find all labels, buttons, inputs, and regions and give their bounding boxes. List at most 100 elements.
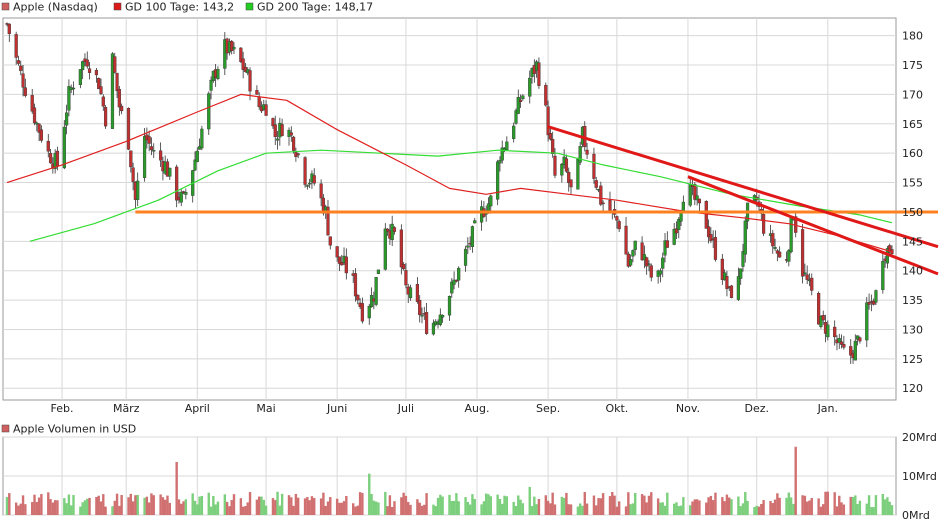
candle-down xyxy=(255,90,259,95)
volume-bar xyxy=(370,494,373,515)
volume-bar xyxy=(854,495,857,515)
candle-down xyxy=(544,85,548,106)
candle-up xyxy=(223,39,227,69)
candle-down xyxy=(858,337,862,342)
candle-down xyxy=(230,40,234,51)
candle-up xyxy=(193,159,197,171)
candle-up xyxy=(865,302,869,341)
candle-down xyxy=(706,226,711,238)
candle-down xyxy=(340,261,344,266)
volume-bar xyxy=(849,496,852,515)
candle-up xyxy=(695,195,699,201)
volume-bar xyxy=(56,500,59,515)
price-tick-label: 180 xyxy=(902,30,923,43)
volume-bar xyxy=(592,495,596,515)
volume-bar xyxy=(31,502,34,515)
candle-down xyxy=(615,216,619,221)
candle-up xyxy=(168,167,172,177)
candle-down xyxy=(842,344,846,348)
candle-up xyxy=(374,277,378,305)
price-tick-label: 130 xyxy=(902,323,923,336)
volume-bar xyxy=(721,497,724,515)
volume-tick-label: 20Mrd xyxy=(902,431,937,444)
volume-bar xyxy=(865,503,868,515)
candle-up xyxy=(62,126,66,169)
candle-down xyxy=(674,228,679,234)
candle-down xyxy=(404,270,408,286)
volume-bar xyxy=(535,504,538,515)
volume-bar xyxy=(308,500,311,515)
month-tick-label: Aug. xyxy=(465,402,490,415)
volume-bar xyxy=(127,497,130,515)
volume-bar xyxy=(519,499,522,515)
candle-down xyxy=(872,300,876,305)
volume-bar xyxy=(400,497,403,515)
volume-bar xyxy=(776,493,779,515)
volume-bar xyxy=(608,496,612,515)
candle-up xyxy=(308,182,312,185)
month-tick-label: Okt. xyxy=(605,402,628,415)
candle-down xyxy=(762,214,766,234)
volume-bar xyxy=(689,505,692,515)
volume-bar xyxy=(741,503,745,515)
candle-down xyxy=(392,227,397,232)
volume-bar xyxy=(131,501,135,515)
candle-up xyxy=(739,268,743,279)
volume-bar xyxy=(95,496,98,515)
volume-bar xyxy=(423,504,426,515)
candle-down xyxy=(328,236,332,246)
candle-up xyxy=(438,314,442,325)
volume-bar xyxy=(803,495,807,515)
candle-down xyxy=(344,256,348,274)
volume-bar xyxy=(521,503,525,515)
volume-bar xyxy=(840,502,843,515)
volume-bar xyxy=(393,501,396,515)
candle-down xyxy=(592,153,596,179)
volume-bar xyxy=(597,498,600,515)
volume-bar xyxy=(37,497,41,515)
volume-bar xyxy=(640,494,644,515)
candle-up xyxy=(390,223,394,241)
volume-bar xyxy=(487,494,490,515)
volume-bar xyxy=(569,504,573,515)
volume-bar xyxy=(448,494,451,515)
price-tick-label: 165 xyxy=(902,118,923,131)
candle-up xyxy=(376,269,381,274)
volume-bar xyxy=(21,495,25,515)
volume-bar xyxy=(656,498,660,515)
candle-down xyxy=(16,60,21,64)
candle-down xyxy=(353,273,358,297)
volume-bar xyxy=(361,492,364,515)
candle-down xyxy=(271,118,275,127)
candle-down xyxy=(454,279,458,282)
volume-bar xyxy=(808,500,811,515)
candle-down xyxy=(46,140,50,152)
candle-down xyxy=(778,251,782,258)
legend-swatch-ma200 xyxy=(245,2,254,11)
candle-down xyxy=(291,136,296,151)
candle-up xyxy=(65,112,69,126)
volume-bar xyxy=(255,499,259,515)
candle-up xyxy=(647,263,651,265)
candle-up xyxy=(383,228,387,270)
candle-down xyxy=(289,132,293,136)
candle-down xyxy=(833,326,837,338)
candle-up xyxy=(528,77,532,97)
candle-down xyxy=(175,166,179,201)
volume-bar xyxy=(212,496,215,515)
volume-bar xyxy=(230,500,233,515)
candle-down xyxy=(771,233,775,247)
volume-bar xyxy=(35,501,39,515)
price-panel-grid xyxy=(2,17,897,401)
volume-bar xyxy=(248,492,252,515)
candle-down xyxy=(725,276,729,289)
candle-down xyxy=(23,87,27,96)
candle-down xyxy=(713,237,718,260)
volume-bar xyxy=(551,492,554,515)
price-tick-label: 125 xyxy=(902,353,923,366)
volume-bar xyxy=(723,501,726,515)
volume-bar xyxy=(111,506,114,515)
candle-down xyxy=(548,133,552,140)
candle-down xyxy=(649,265,653,278)
candle-down xyxy=(14,34,18,58)
